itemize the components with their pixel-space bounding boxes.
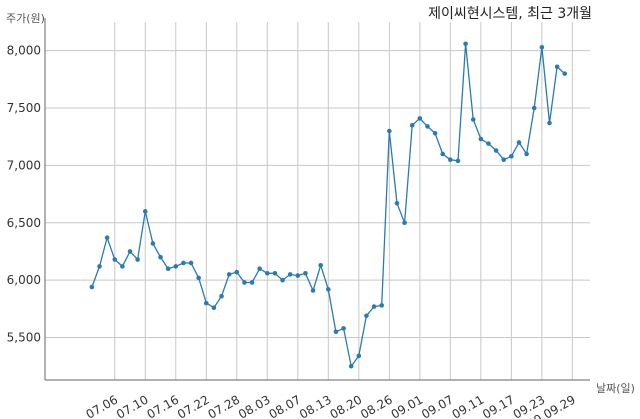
x-axis-title: 날짜(일) — [596, 381, 635, 395]
x-tick-label: 08.20 — [328, 392, 365, 419]
price-point — [356, 353, 362, 359]
price-point — [364, 313, 369, 319]
price-point — [89, 284, 95, 290]
price-point — [448, 157, 453, 162]
price-point — [562, 71, 568, 76]
price-point — [150, 241, 156, 246]
price-point — [188, 260, 194, 266]
price-point — [120, 264, 125, 269]
price-point — [554, 64, 560, 70]
price-point — [341, 326, 346, 331]
price-point — [486, 141, 491, 146]
y-tick-label: 5,500 — [7, 331, 41, 345]
price-point — [326, 287, 331, 292]
price-point — [219, 293, 224, 299]
price-point — [531, 105, 537, 111]
y-tick-label: 6,500 — [7, 216, 41, 230]
price-point — [417, 116, 423, 121]
price-point — [142, 209, 148, 214]
price-point — [470, 117, 476, 122]
price-point — [104, 235, 110, 241]
price-point — [509, 153, 514, 159]
price-point — [226, 272, 232, 277]
price-point — [287, 272, 293, 277]
x-tick-label: 07.22 — [175, 392, 212, 419]
price-point — [493, 148, 499, 153]
price-point — [394, 200, 400, 206]
x-tick-label: 08.07 — [267, 392, 304, 419]
price-point — [524, 151, 529, 157]
price-point — [257, 266, 262, 271]
price-point — [432, 131, 438, 136]
price-point — [158, 254, 163, 260]
series-layer — [89, 41, 568, 369]
price-point — [402, 220, 407, 226]
price-point — [112, 257, 118, 262]
price-point — [181, 260, 186, 266]
axis-layer — [44, 18, 590, 381]
price-point — [264, 270, 270, 276]
y-tick-label: 7,500 — [7, 101, 41, 115]
price-point — [242, 280, 247, 285]
x-tick-label: 09.11 — [450, 392, 487, 419]
price-point — [295, 273, 301, 278]
y-tick-label: 7,000 — [7, 158, 41, 172]
price-point — [272, 270, 278, 276]
x-tick-label: 09.17 — [480, 392, 517, 419]
x-tick-label: 08.26 — [358, 392, 395, 419]
price-point — [387, 128, 392, 134]
price-point — [97, 264, 102, 269]
price-point — [249, 280, 255, 285]
price-point — [280, 277, 285, 283]
price-point — [310, 288, 316, 293]
price-point — [211, 305, 217, 311]
price-point — [516, 140, 522, 145]
price-point — [440, 151, 446, 157]
label-layer: 제이씨현시스템, 최근 3개월 주가(원) 날짜(일) 5,500 6,000 6,… — [6, 6, 635, 419]
price-point — [318, 262, 323, 268]
price-point — [371, 304, 377, 309]
price-point — [333, 329, 339, 335]
x-tick-label: 07.10 — [114, 392, 151, 419]
price-point — [501, 157, 507, 162]
chart-title: 제이씨현시스템, 최근 3개월 — [428, 6, 592, 22]
price-point — [234, 269, 240, 275]
price-point — [425, 124, 430, 129]
grid-layer — [45, 22, 590, 380]
x-tick-label: 08.03 — [236, 392, 273, 419]
price-point — [547, 120, 552, 126]
x-tick-label: 09.07 — [419, 392, 456, 419]
price-point — [196, 275, 201, 281]
y-axis-title: 주가(원) — [6, 12, 45, 25]
price-point — [463, 41, 468, 47]
price-point — [379, 303, 385, 308]
x-tick-label: 07.06 — [84, 392, 121, 419]
price-point — [348, 363, 354, 369]
y-tick-label: 8,000 — [7, 44, 41, 58]
y-tick-label: 6,000 — [7, 273, 41, 287]
price-point — [203, 300, 209, 306]
price-point — [539, 44, 545, 50]
price-point — [409, 122, 415, 128]
x-tick-label: 07.16 — [145, 392, 182, 419]
price-point — [455, 158, 461, 164]
price-point — [478, 136, 484, 142]
x-tick-label: 07.28 — [206, 392, 243, 419]
price-point — [173, 264, 179, 269]
price-point — [303, 270, 308, 276]
price-point — [135, 257, 140, 262]
price-point — [165, 266, 171, 271]
x-tick-label: 09.01 — [389, 392, 426, 419]
x-tick-label: 08.13 — [297, 392, 334, 419]
price-point — [127, 249, 133, 254]
